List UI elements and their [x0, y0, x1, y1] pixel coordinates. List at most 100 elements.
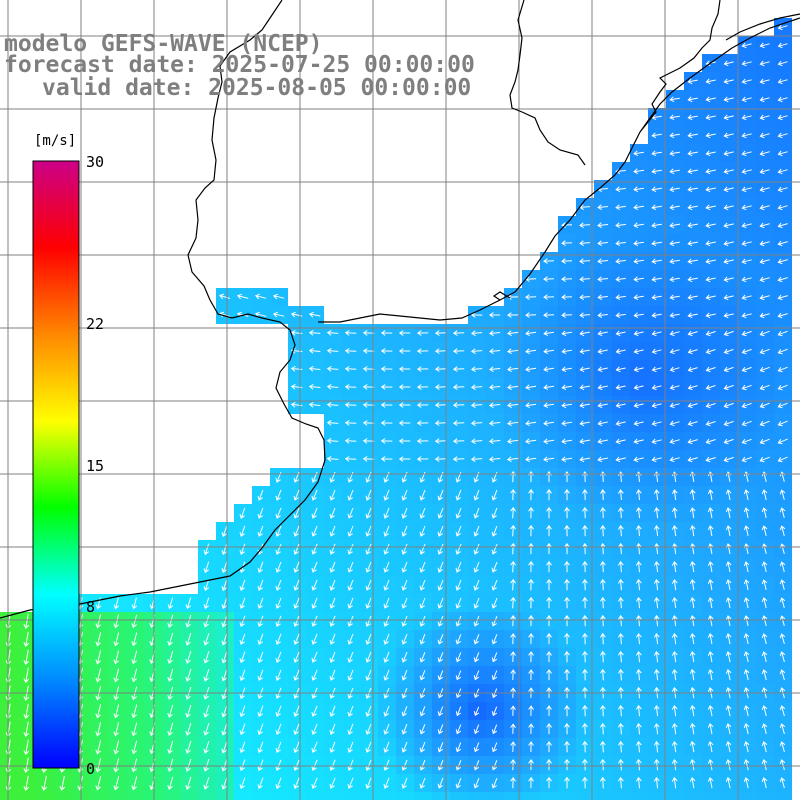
wind-arrow: [326, 437, 339, 444]
wind-arrow: [600, 560, 606, 573]
wind-arrow: [723, 222, 734, 229]
colorbar-tick-label: 8: [86, 598, 96, 617]
wind-arrow: [239, 633, 246, 646]
wind-arrow: [669, 258, 680, 265]
wind-arrow: [761, 759, 768, 771]
wind-arrow: [489, 330, 501, 337]
wind-arrow: [113, 614, 120, 629]
wind-arrow: [651, 186, 662, 193]
wind-arrow: [525, 456, 537, 463]
wind-arrow: [507, 348, 519, 355]
wind-arrow: [743, 759, 750, 771]
wind-speed-cell: [414, 792, 432, 800]
wind-arrow: [759, 132, 770, 139]
wind-arrow: [759, 96, 770, 103]
wind-speed-cell: [774, 792, 792, 800]
wind-arrow: [131, 668, 138, 683]
wind-arrow: [689, 776, 696, 789]
wind-arrow: [401, 507, 408, 519]
wind-arrow: [743, 669, 750, 681]
wind-arrow: [599, 740, 606, 753]
wind-arrow: [707, 615, 714, 627]
wind-arrow: [687, 186, 698, 193]
wind-arrow: [488, 420, 501, 427]
wind-arrow: [689, 579, 696, 591]
wind-arrow: [293, 669, 300, 681]
wind-arrow: [561, 420, 572, 427]
wind-arrow: [707, 669, 714, 681]
wind-arrow: [633, 456, 644, 463]
wind-arrow: [416, 366, 429, 372]
wind-arrow: [131, 704, 138, 719]
wind-arrow: [510, 633, 516, 645]
wind-arrow: [651, 114, 662, 121]
wind-arrow: [600, 507, 606, 519]
wind-arrow: [600, 596, 606, 609]
wind-arrow: [326, 347, 339, 354]
wind-arrow: [401, 597, 408, 609]
wind-arrow: [564, 758, 570, 771]
wind-arrow: [599, 758, 606, 771]
wind-arrow: [507, 420, 519, 427]
wind-arrow: [489, 312, 501, 318]
wind-arrow: [705, 276, 716, 283]
wind-arrow: [434, 348, 447, 354]
wind-arrow: [452, 330, 465, 336]
wind-arrow: [543, 456, 555, 463]
wind-arrow: [705, 294, 716, 301]
wind-arrow: [329, 705, 336, 718]
wind-arrow: [131, 650, 138, 665]
wind-arrow: [633, 222, 644, 229]
wind-arrow: [113, 740, 120, 755]
wind-speed-cell: [324, 792, 342, 800]
wind-arrow: [723, 60, 734, 67]
wind-arrow: [687, 96, 698, 103]
wind-arrow: [615, 384, 626, 391]
wind-arrow: [23, 775, 30, 792]
wind-arrow: [635, 596, 642, 609]
wind-arrow: [311, 723, 318, 735]
wind-arrow: [669, 402, 680, 409]
wind-arrow: [510, 669, 516, 680]
wind-arrow: [651, 132, 662, 139]
wind-arrow: [488, 438, 501, 445]
wind-arrow: [651, 366, 662, 373]
wind-arrow: [525, 348, 537, 355]
wind-arrow: [311, 525, 318, 537]
wind-arrow: [311, 669, 318, 681]
wind-arrow: [329, 579, 336, 591]
wind-arrow: [564, 488, 570, 501]
wind-arrow: [383, 579, 390, 591]
wind-arrow: [635, 632, 642, 645]
wind-arrow: [579, 402, 590, 409]
colorbar-tick-label: 22: [86, 314, 105, 333]
wind-arrow: [725, 633, 732, 645]
wind-arrow: [23, 721, 30, 738]
wind-arrow: [671, 722, 678, 735]
wind-arrow: [507, 312, 519, 318]
wind-arrow: [455, 634, 462, 645]
wind-arrow: [293, 489, 300, 501]
wind-arrow: [239, 525, 246, 538]
wind-speed-cell: [612, 792, 630, 800]
wind-arrow: [653, 776, 660, 789]
wind-arrow: [398, 366, 411, 372]
wind-arrow: [669, 168, 680, 175]
wind-arrow: [525, 312, 537, 318]
wind-arrow: [185, 597, 192, 610]
wind-arrow: [651, 222, 662, 229]
wind-arrow: [311, 489, 318, 501]
wind-arrow: [671, 489, 678, 501]
wind-arrow: [491, 543, 498, 555]
wind-arrow: [635, 542, 642, 555]
wind-arrow: [239, 723, 246, 736]
wind-arrow: [543, 420, 555, 427]
wind-arrow: [579, 384, 590, 391]
wind-arrow: [759, 366, 770, 373]
wind-arrow: [671, 704, 678, 717]
wind-arrow: [651, 312, 662, 319]
wind-arrow: [419, 633, 426, 645]
wind-arrow: [365, 561, 372, 573]
wind-arrow: [546, 596, 552, 609]
